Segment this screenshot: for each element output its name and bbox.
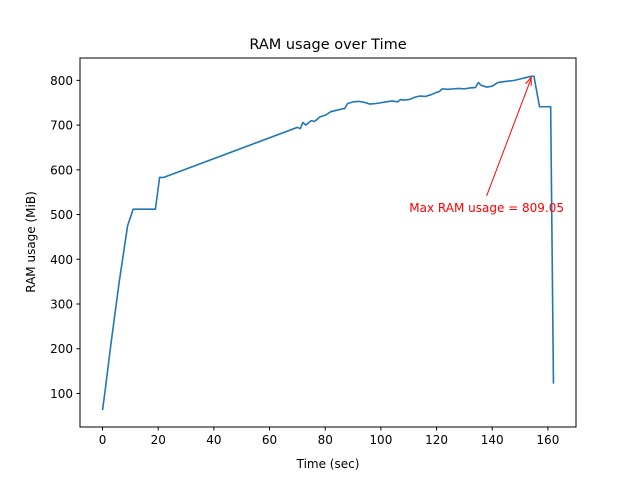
- x-tick-label: 80: [318, 433, 333, 447]
- x-tick-label: 0: [99, 433, 107, 447]
- axis-ticks: 0 20 40 60 80 100 120 140 160 100 200 300 400 500 600 7…: [50, 74, 559, 447]
- y-axis-label: RAM usage (MiB): [24, 191, 38, 293]
- y-tick-label: 100: [50, 387, 73, 401]
- y-tick-label: 800: [50, 74, 73, 88]
- annotation-arrow-head: [525, 75, 532, 86]
- x-tick-label: 140: [481, 433, 504, 447]
- x-tick-label: 40: [206, 433, 221, 447]
- y-tick-label: 400: [50, 253, 73, 267]
- annotation-group: Max RAM usage = 809.05: [409, 75, 564, 215]
- plot-area: [101, 75, 555, 411]
- x-tick-label: 120: [425, 433, 448, 447]
- annotation-arrow-line: [486, 78, 532, 197]
- y-tick-label: 500: [50, 208, 73, 222]
- y-tick-label: 700: [50, 119, 73, 133]
- y-tick-label: 300: [50, 298, 73, 312]
- y-tick-label: 600: [50, 163, 73, 177]
- x-axis-label: Time (sec): [296, 457, 360, 471]
- x-tick-label: 100: [369, 433, 392, 447]
- x-tick-label: 160: [536, 433, 559, 447]
- y-tick-label: 200: [50, 342, 73, 356]
- chart-title: RAM usage over Time: [249, 37, 406, 53]
- max-ram-annotation: Max RAM usage = 809.05: [409, 201, 564, 215]
- plot-frame: [79, 57, 577, 428]
- x-tick-label: 20: [151, 433, 166, 447]
- x-tick-label: 60: [262, 433, 277, 447]
